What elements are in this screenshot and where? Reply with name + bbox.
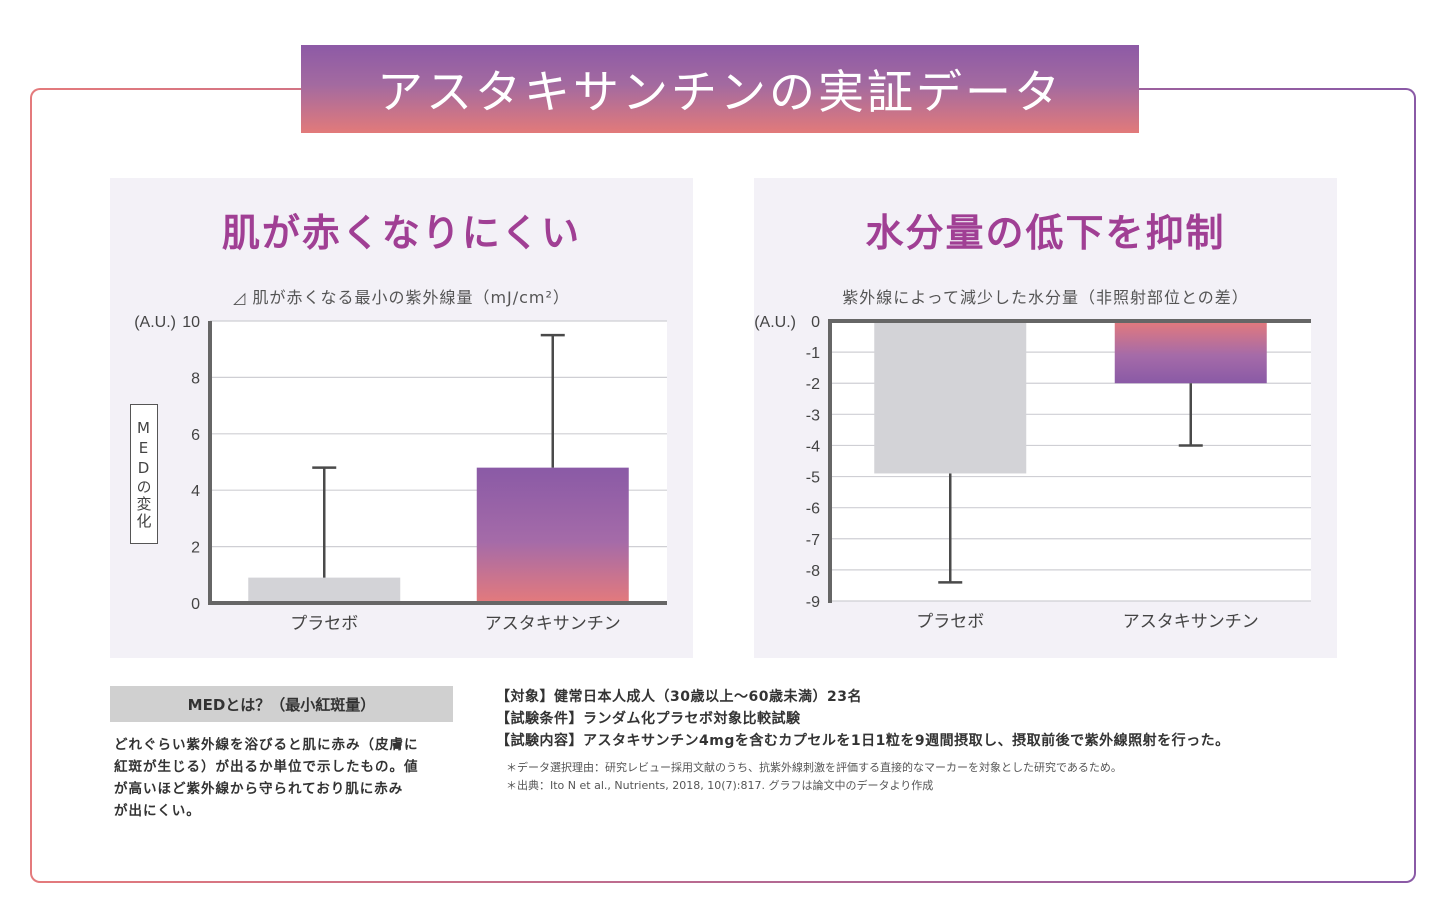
note-selection-reason: ＊データ選択理由：研究レビュー採用文献のうち、抗紫外線刺激を評価する直接的なマー…: [506, 761, 1122, 774]
study-info: 【対象】健常日本人成人（30歳以上～60歳未満）23名 【試験条件】ランダム化プ…: [496, 686, 1356, 795]
note-source: ＊出典：Ito N et al., Nutrients, 2018, 10(7)…: [506, 779, 934, 792]
med-line: どれぐらい紫外線を浴びると肌に赤み（皮膚に: [114, 737, 419, 753]
x-tick-label: アスタキサンチン: [485, 614, 621, 634]
bar-astaxanthin: [1114, 321, 1267, 384]
med-body: どれぐらい紫外線を浴びると肌に赤み（皮膚に 紅斑が生じる）が出るか単位で示したも…: [110, 734, 453, 822]
y-tick-label: -8: [806, 563, 820, 580]
chart-redness: 0 2 4 6 8 10 (A.U.) プラセボ アスタキサンチン: [134, 314, 667, 634]
chart-caption-moisture: 紫外線によって減少した水分量（非照射部位との差）: [842, 288, 1249, 307]
y-tick-label: -9: [806, 594, 820, 611]
x-tick-label: プラセボ: [290, 614, 358, 634]
med-line: が高いほど紫外線から守られており肌に赤み: [114, 781, 404, 797]
chart-moisture: 0 -1 -2 -3 -4 -5 -6 -7 -8 -9 (A.U.) プラセボ アスタキサンチン: [754, 314, 1311, 632]
y-tick-label: 0: [191, 596, 200, 613]
med-explanation: MEDとは？（最小紅斑量） どれぐらい紫外線を浴びると肌に赤み（皮膚に 紅斑が生…: [110, 686, 453, 822]
y-tick-label: -6: [806, 501, 820, 518]
y-tick-label: 0: [811, 314, 820, 331]
study-notes: ＊データ選択理由：研究レビュー採用文献のうち、抗紫外線刺激を評価する直接的なマー…: [496, 759, 1356, 795]
x-tick-label: プラセボ: [916, 612, 984, 632]
y-tick-label: 2: [191, 540, 200, 557]
x-tick-label: アスタキサンチン: [1123, 612, 1259, 632]
title-banner: アスタキサンチンの実証データ: [301, 45, 1139, 133]
study-subjects: 【対象】健常日本人成人（30歳以上～60歳未満）23名: [496, 689, 862, 705]
bar-placebo: [248, 577, 401, 603]
panel-title-redness: 肌が赤くなりにくい: [221, 211, 582, 255]
bar-placebo: [874, 321, 1027, 474]
panel-title-moisture: 水分量の低下を抑制: [865, 211, 1226, 255]
page-title: アスタキサンチンの実証データ: [377, 65, 1063, 119]
panel-moisture: 水分量の低下を抑制 紫外線によって減少した水分量（非照射部位との差） 0 -1 -2…: [754, 178, 1337, 658]
y-unit-label: (A.U.): [134, 314, 176, 331]
y-tick-label: -2: [806, 376, 820, 393]
y-tick-label: -1: [806, 345, 820, 362]
y-tick-label: -3: [806, 407, 820, 424]
chart-caption-redness: ◿ 肌が赤くなる最小の紫外線量（mJ/cm²）: [233, 288, 570, 307]
y-axis-label-box: MEDの変化: [130, 404, 158, 544]
y-tick-label: 8: [191, 370, 200, 387]
y-tick-label: -7: [806, 532, 820, 549]
y-tick-label: -5: [806, 470, 820, 487]
y-tick-label: -4: [806, 438, 820, 455]
med-line: が出にくい。: [114, 803, 201, 819]
y-axis-label: MEDの変化: [134, 418, 153, 530]
panel-redness: 肌が赤くなりにくい ◿ 肌が赤くなる最小の紫外線量（mJ/cm²） 0 2 4 6 8 1…: [110, 178, 693, 658]
y-tick-label: 4: [191, 483, 200, 500]
study-content: 【試験内容】アスタキサンチン4mgを含むカプセルを1日1粒を9週間摂取し、摂取前…: [496, 733, 1230, 749]
y-tick-label: 10: [182, 314, 200, 331]
y-tick-label: 6: [191, 427, 200, 444]
y-unit-label: (A.U.): [754, 314, 796, 331]
bar-astaxanthin: [476, 467, 629, 603]
med-heading: MEDとは？（最小紅斑量）: [110, 686, 453, 722]
study-conditions: 【試験条件】ランダム化プラセボ対象比較試験: [496, 711, 801, 727]
med-line: 紅斑が生じる）が出るか単位で示したもの。値: [114, 759, 419, 775]
